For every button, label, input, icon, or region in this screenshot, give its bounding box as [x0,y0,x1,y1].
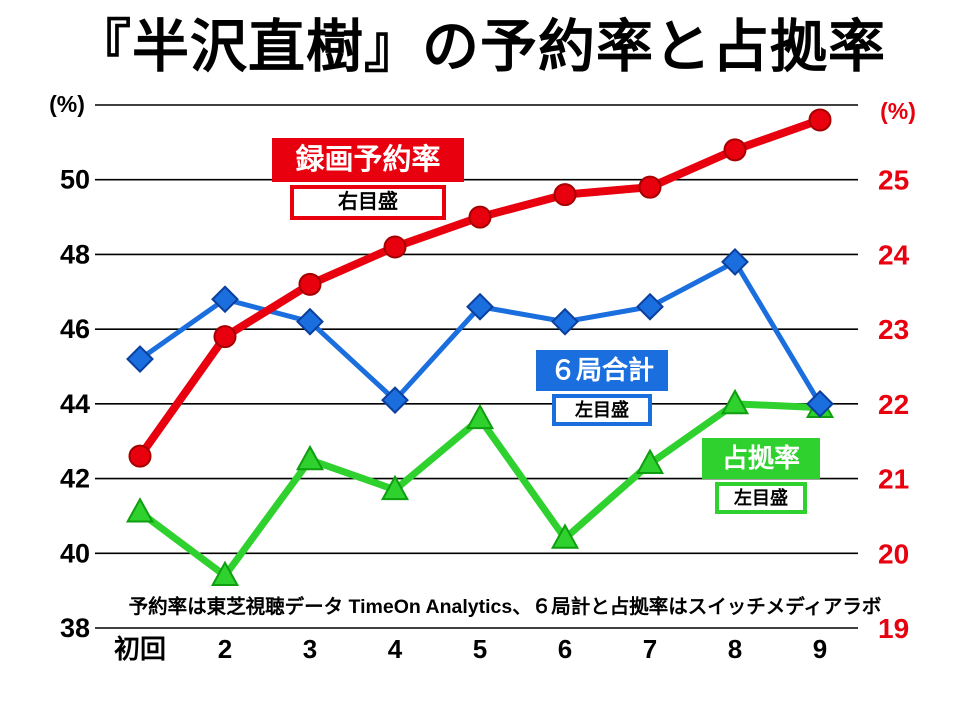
legend-share-rate: 占拠率 左目盛 [702,438,820,514]
data-point-six-network-total [211,285,239,314]
data-point-share-rate [635,448,665,474]
data-point-recording-reservation-rate [128,444,152,468]
series-line-six-network-total [137,259,823,407]
y-axis-right-label: 25 [878,165,909,196]
x-axis-label: 3 [303,634,317,664]
data-point-share-rate [550,523,580,549]
legend-scale-note-left-blue: 左目盛 [552,393,652,426]
x-axis-label: 6 [558,634,572,664]
data-point-recording-reservation-rate [553,183,577,207]
y-axis-right-label: 20 [878,538,909,569]
left-axis-unit-label: (%) [49,91,85,117]
y-axis-right-label: 22 [878,389,909,420]
x-axis-label: 初回 [114,634,166,664]
data-point-share-rate [295,444,325,471]
legend-title-six-network-total: ６局合計 [536,350,668,391]
legend-scale-note-right: 右目盛 [290,185,446,221]
y-axis-left-label: 48 [60,239,90,269]
data-point-recording-reservation-rate [638,175,662,199]
data-point-six-network-total [721,247,749,276]
x-axis-label: 9 [813,634,827,664]
legend-six-network-total: ６局合計 左目盛 [536,350,668,426]
x-axis-label: 8 [728,634,742,664]
data-point-six-network-total [806,389,834,418]
x-axis-label: 4 [388,634,403,664]
data-point-share-rate [125,497,155,523]
y-axis-right-label: 19 [878,613,909,644]
x-axis-label: 5 [473,634,487,664]
y-axis-right-label: 23 [878,314,909,345]
data-point-six-network-total [551,307,579,336]
legend-scale-note-left-green: 左目盛 [715,481,807,514]
x-axis-label: 7 [643,634,657,664]
legend-title-recording-reservation-rate: 録画予約率 [272,138,464,183]
y-axis-left-label: 46 [60,314,90,344]
data-point-six-network-total [381,386,409,415]
data-point-six-network-total [126,345,154,373]
data-point-recording-reservation-rate [298,272,322,296]
y-axis-left-label: 38 [60,613,90,643]
data-point-share-rate [720,388,750,415]
data-point-recording-reservation-rate [723,138,747,162]
data-point-share-rate [380,474,410,501]
y-axis-right-label: 24 [878,239,910,270]
y-axis-left-label: 40 [60,538,90,568]
data-point-recording-reservation-rate [468,205,492,229]
chart-title: 『半沢直樹』の予約率と占拠率 [74,15,886,79]
data-point-share-rate [465,403,495,430]
legend-recording-reservation-rate: 録画予約率 右目盛 [272,138,464,221]
y-axis-left-label: 44 [60,389,90,419]
data-point-six-network-total [466,292,494,321]
data-point-recording-reservation-rate [808,108,832,132]
right-axis-unit-label: (%) [880,98,916,124]
y-axis-right-label: 21 [878,464,909,495]
data-point-recording-reservation-rate [213,325,237,349]
data-point-share-rate [210,560,240,587]
data-point-six-network-total [296,307,324,336]
footnote: 予約率は東芝視聴データ TimeOn Analytics、６局計と占拠率はスイッ… [129,595,882,618]
x-axis-label: 2 [218,634,232,664]
data-point-recording-reservation-rate [383,235,407,259]
legend-title-share-rate: 占拠率 [702,438,820,479]
data-point-six-network-total [636,292,664,321]
y-axis-left-label: 42 [60,464,90,494]
y-axis-left-label: 50 [60,165,90,195]
